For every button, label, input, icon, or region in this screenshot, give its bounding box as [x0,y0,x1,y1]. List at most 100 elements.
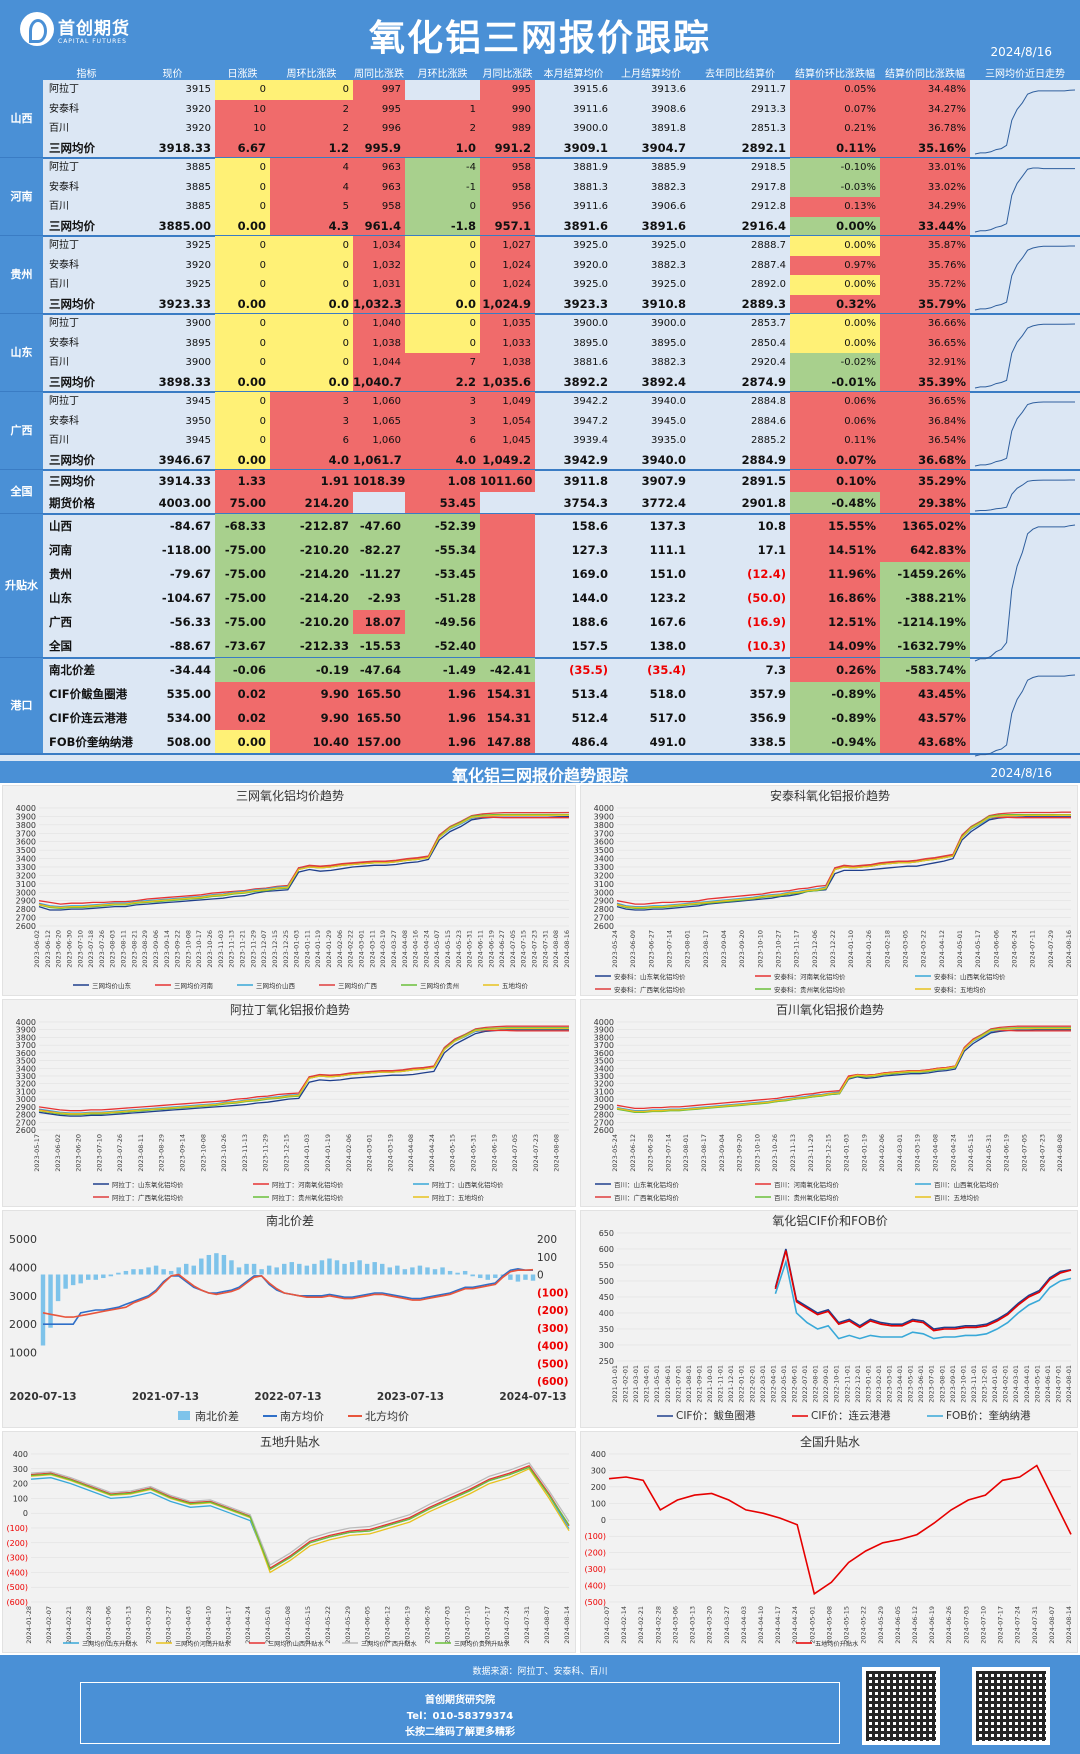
legend-label: 百川：五地均价 [934,1193,980,1202]
y-tick-label: 4000 [594,1018,614,1027]
row-label: 百川 [49,123,69,134]
table-cell: 0 [270,333,353,353]
table-cell: 957.1 [480,216,535,236]
y-tick-label: 3900 [16,812,36,821]
table-cell: 0 [215,275,270,295]
y-tick-label: 2600 [16,922,36,931]
chart-title: 阿拉丁氧化铝报价趋势 [230,1002,350,1017]
bar [191,1265,196,1275]
bar [48,1274,53,1328]
bar [221,1254,227,1275]
table-cell: 991.2 [480,138,535,158]
table-cell: 2851.3 [751,123,786,134]
y-tick-label: 3700 [16,829,36,838]
x-tick-label: 2023-06-20 [75,1134,83,1172]
y-tick-label: 3100 [16,880,36,889]
table-cell: 0.06% [790,411,880,431]
y-tick-label: 3900 [594,1026,614,1035]
row-label: 百川 [49,435,69,446]
series-line [38,816,569,905]
legend-label: 百川：广西氧化铝均价 [614,1193,680,1202]
table-cell: 151.0 [649,567,686,581]
table-cell: -210.20 [270,610,353,634]
table-cell: 3754.3 [563,496,608,510]
table-cell: 0 [215,80,270,100]
series-line [616,811,1071,909]
x-tick-label: 2021-08-01 [685,1365,693,1403]
table-cell: 0.32% [790,294,880,314]
bar [153,1265,159,1275]
bar [425,1267,430,1275]
table-cell: -49.56 [405,610,480,634]
y2-tick-label: 100 [537,1252,557,1264]
table-cell: 3898.33 [158,374,211,389]
table-cell: 961.4 [353,216,405,236]
group-divider [0,753,1080,755]
qr-code-icon[interactable] [862,1667,940,1745]
bar [304,1265,310,1275]
table-cell: 3911.6 [573,201,608,212]
y-tick-label: 200 [13,1480,28,1489]
table-cell: -0.48% [790,492,880,514]
x-tick-label: 2024-05-15 [843,1606,851,1644]
y-tick-label: 2700 [594,1118,614,1127]
y-tick-label: 450 [599,1293,614,1302]
table-cell: 3920 [185,123,211,134]
y-tick-label: 2600 [594,1126,614,1135]
x-tick-label: 2023-02-01 [875,1365,883,1403]
table-cell: 3885.00 [158,218,211,233]
x-tick-label: 2024-06-05 [894,1606,902,1644]
x-tick-label: 2023-08-17 [702,930,710,968]
row-label: 三网均价 [49,218,95,233]
x-tick-label: 2024-01-03 [293,930,301,968]
table-cell: 34.48% [880,80,970,100]
group-label: 山西 [0,80,43,158]
y-tick-label: 100 [13,1494,28,1503]
table-cell: 958 [353,197,405,217]
table-cell: 0 [215,177,270,197]
sparkline [974,89,1076,155]
x-tick-label: 2024-08-08 [553,1134,561,1172]
table-cell: 1,038 [480,353,535,373]
x-tick-label: 2023-11-03 [217,930,225,968]
x-tick-label: 2023-07-18 [87,930,95,968]
x-tick-label: 2023-12-15 [825,1134,833,1172]
bar [334,1260,340,1275]
row-label: CIF价鲅鱼圈港 [49,687,128,701]
table-cell: 3915 [185,84,211,95]
table-cell: 508.00 [166,735,211,749]
row-label: 阿拉丁 [49,84,79,95]
bar [470,1274,475,1277]
x-tick-label: 2021-05-01 [653,1365,661,1403]
series-line [38,811,570,909]
table-cell: 158.6 [571,519,608,533]
qr-code-icon[interactable] [972,1667,1050,1745]
table-cell: 3925.0 [573,279,608,290]
chart-title: 南北价差 [266,1213,314,1228]
table-cell: 3939.4 [573,435,608,446]
table-cell: -214.20 [270,586,353,610]
x-tick-label: 2022-07-01 [801,1365,809,1403]
table-cell: -1459.26% [880,562,970,586]
table-cell: 3950 [185,415,211,427]
table-cell: 0.00 [215,372,270,392]
chart-title: 百川氧化铝报价趋势 [776,1002,884,1017]
y-tick-label: 2900 [594,897,614,906]
chart-baichuan: 百川氧化铝报价趋势 2600270028002900300031003200330… [594,1002,1071,1202]
y-tick-label: 2000 [9,1318,37,1331]
table-cell: 997 [353,80,405,100]
table-cell: 0 [405,236,480,256]
sparkline [974,167,1075,233]
series-line [38,1025,569,1115]
x-tick-label: 2024-03-20 [145,1606,153,1644]
row-label: 百川 [49,357,69,368]
table-cell: 165.50 [353,706,405,730]
x-tick-label: 2021-01-01 [611,1365,619,1403]
y-tick-label: 100 [591,1499,606,1508]
bar [327,1258,332,1275]
table-cell: -0.02% [790,353,880,373]
table-cell: 36.84% [880,411,970,431]
y-tick-label: 4000 [16,1018,36,1027]
x-tick-label: 2024-01-11 [303,930,311,968]
x-tick-label: 2023-09-20 [736,1134,744,1172]
